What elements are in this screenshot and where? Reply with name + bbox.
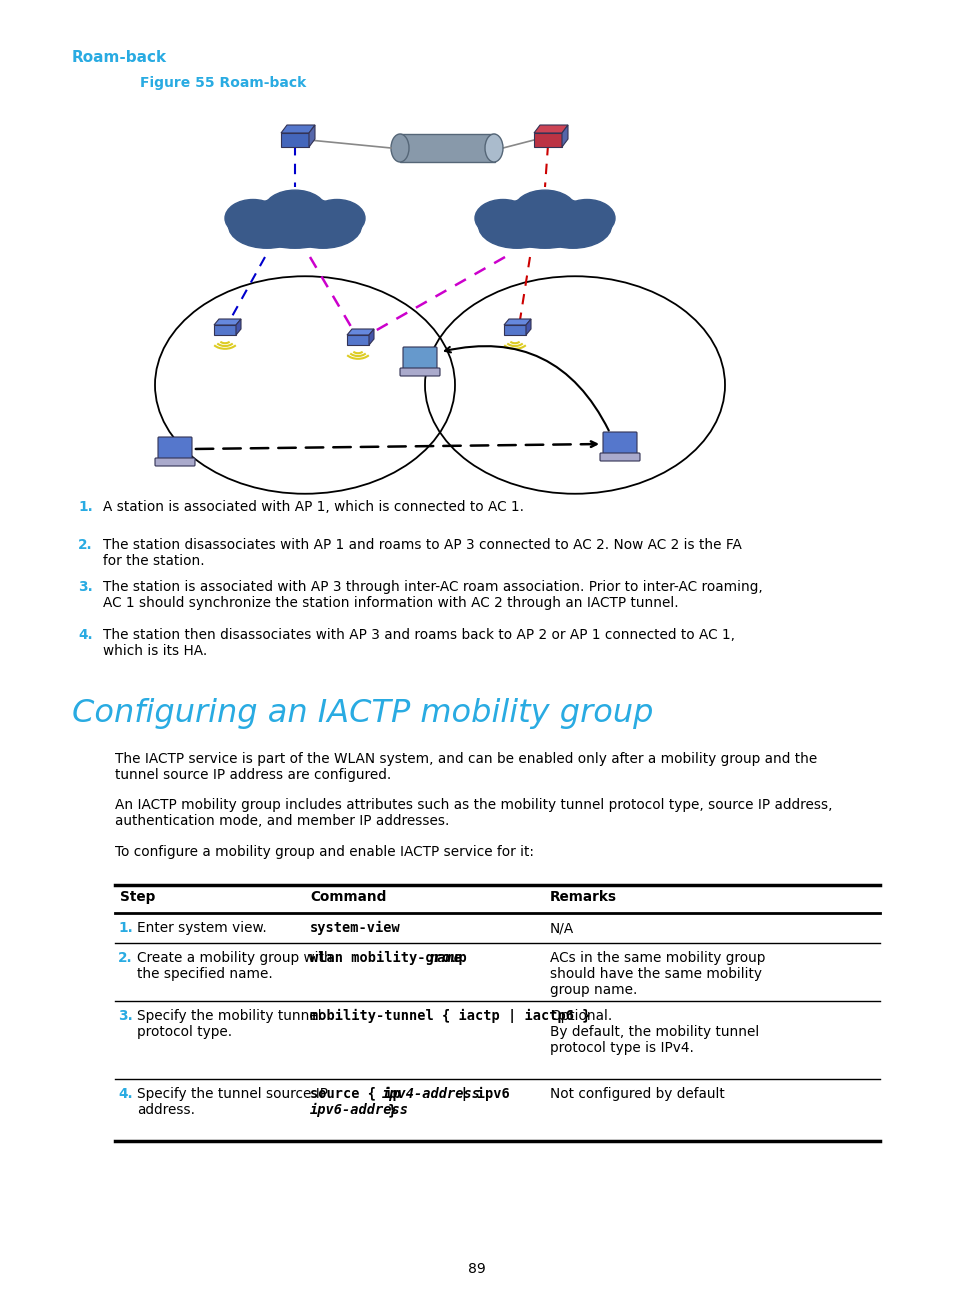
Text: The IACTP service is part of the WLAN system, and can be enabled only after a mo: The IACTP service is part of the WLAN sy…	[115, 752, 817, 783]
Text: N/A: N/A	[550, 921, 574, 934]
Text: Roam-back: Roam-back	[71, 51, 167, 65]
Text: mobility-tunnel { iactp | iactp6 }: mobility-tunnel { iactp | iactp6 }	[310, 1010, 590, 1023]
Text: 1.: 1.	[78, 500, 92, 515]
Ellipse shape	[475, 200, 531, 237]
FancyBboxPatch shape	[602, 432, 637, 456]
Polygon shape	[503, 325, 525, 334]
Polygon shape	[281, 124, 314, 133]
Polygon shape	[534, 124, 567, 133]
Text: name: name	[430, 951, 462, 966]
FancyBboxPatch shape	[399, 368, 439, 376]
Text: ACs in the same mobility group
should have the same mobility
group name.: ACs in the same mobility group should ha…	[550, 951, 764, 998]
Text: 3.: 3.	[118, 1010, 132, 1023]
Text: system-view: system-view	[310, 921, 400, 936]
Text: The station disassociates with AP 1 and roams to AP 3 connected to AC 2. Now AC : The station disassociates with AP 1 and …	[103, 538, 741, 568]
Text: The station is associated with AP 3 through inter-AC roam association. Prior to : The station is associated with AP 3 thro…	[103, 581, 762, 610]
FancyBboxPatch shape	[154, 457, 194, 467]
Text: Create a mobility group with
the specified name.: Create a mobility group with the specifi…	[137, 951, 333, 981]
Polygon shape	[534, 133, 561, 146]
Polygon shape	[213, 319, 241, 325]
Ellipse shape	[391, 133, 409, 162]
Polygon shape	[347, 334, 369, 345]
Ellipse shape	[229, 203, 305, 249]
Text: The station then disassociates with AP 3 and roams back to AP 2 or AP 1 connecte: The station then disassociates with AP 3…	[103, 629, 734, 658]
Text: | ipv6: | ipv6	[451, 1087, 509, 1102]
Text: ipv6-address: ipv6-address	[310, 1103, 409, 1117]
Text: 4.: 4.	[118, 1087, 132, 1102]
Text: 2.: 2.	[78, 538, 92, 552]
Ellipse shape	[496, 196, 594, 249]
FancyBboxPatch shape	[599, 454, 639, 461]
Ellipse shape	[263, 191, 326, 232]
Text: source { ip: source { ip	[310, 1087, 409, 1102]
Ellipse shape	[558, 200, 615, 237]
Ellipse shape	[284, 203, 361, 249]
Polygon shape	[235, 319, 241, 334]
Text: 2.: 2.	[118, 951, 132, 966]
Polygon shape	[213, 325, 235, 334]
Text: Specify the tunnel source IP
address.: Specify the tunnel source IP address.	[137, 1087, 328, 1117]
Text: Configuring an IACTP mobility group: Configuring an IACTP mobility group	[71, 699, 653, 728]
Text: An IACTP mobility group includes attributes such as the mobility tunnel protocol: An IACTP mobility group includes attribu…	[115, 798, 832, 828]
Text: Command: Command	[310, 890, 386, 905]
Polygon shape	[347, 329, 374, 334]
Polygon shape	[525, 319, 531, 334]
Text: ipv4-address: ipv4-address	[381, 1087, 480, 1102]
Ellipse shape	[513, 191, 576, 232]
Polygon shape	[309, 124, 314, 146]
Text: To configure a mobility group and enable IACTP service for it:: To configure a mobility group and enable…	[115, 845, 534, 859]
Ellipse shape	[478, 203, 555, 249]
Polygon shape	[369, 329, 374, 345]
Text: wlan mobility-group: wlan mobility-group	[310, 951, 475, 966]
Polygon shape	[503, 319, 531, 325]
Text: 4.: 4.	[78, 629, 92, 642]
Text: Optional.
By default, the mobility tunnel
protocol type is IPv4.: Optional. By default, the mobility tunne…	[550, 1010, 759, 1055]
Ellipse shape	[225, 200, 281, 237]
Text: 1.: 1.	[118, 921, 132, 934]
Text: 3.: 3.	[78, 581, 92, 594]
Text: Remarks: Remarks	[550, 890, 617, 905]
Text: Figure 55 Roam-back: Figure 55 Roam-back	[140, 76, 306, 89]
Text: A station is associated with AP 1, which is connected to AC 1.: A station is associated with AP 1, which…	[103, 500, 523, 515]
FancyBboxPatch shape	[158, 437, 192, 461]
Bar	[399, 133, 495, 162]
Text: Step: Step	[120, 890, 155, 905]
Ellipse shape	[309, 200, 365, 237]
FancyBboxPatch shape	[402, 347, 436, 371]
Text: Enter system view.: Enter system view.	[137, 921, 267, 934]
Ellipse shape	[246, 196, 344, 249]
Polygon shape	[561, 124, 567, 146]
Polygon shape	[281, 133, 309, 146]
Text: Not configured by default: Not configured by default	[550, 1087, 724, 1102]
Ellipse shape	[484, 133, 502, 162]
Text: }: }	[379, 1103, 395, 1117]
Text: 89: 89	[468, 1262, 485, 1277]
Ellipse shape	[534, 203, 611, 249]
Text: Specify the mobility tunnel
protocol type.: Specify the mobility tunnel protocol typ…	[137, 1010, 321, 1039]
